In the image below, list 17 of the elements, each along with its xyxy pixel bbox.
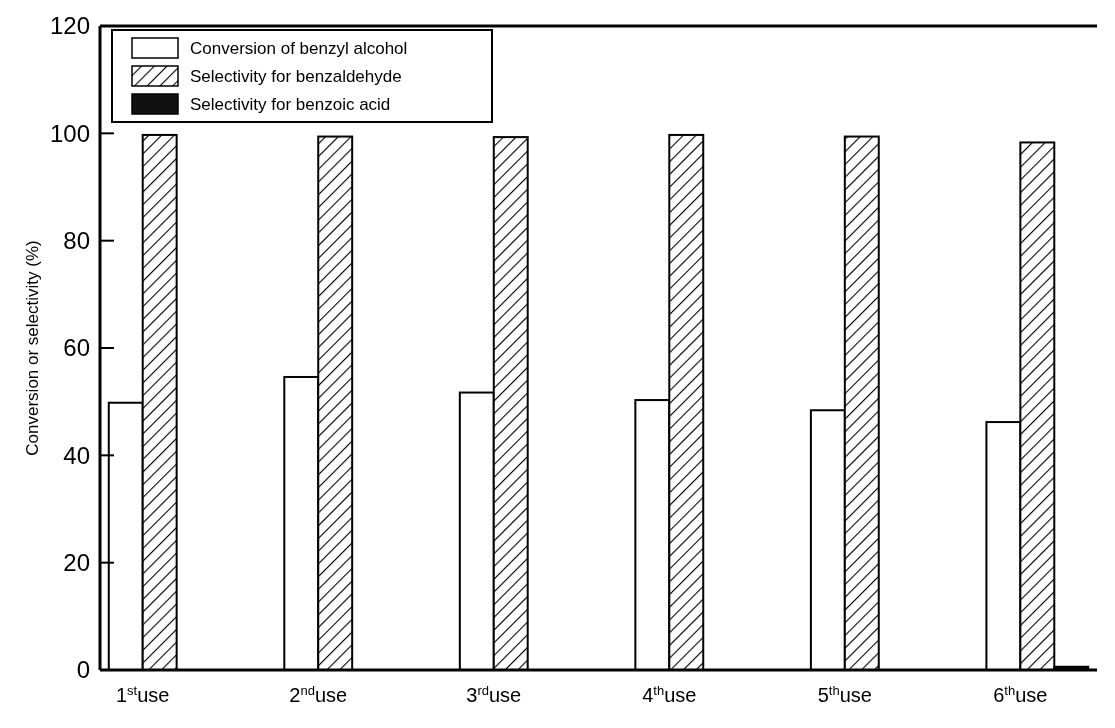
y-tick-label: 20 (63, 549, 90, 577)
legend-label: Selectivity for benzaldehyde (190, 66, 402, 86)
x-tick-label: 4$^{th}$use (642, 682, 697, 706)
x-tick-label: 6$^{th}$use (993, 682, 1048, 706)
y-tick-label: 0 (76, 656, 90, 684)
x-tick-label: 1$^{st}$use (115, 682, 170, 706)
y-tick-label: 60 (63, 334, 90, 362)
y-axis-title: Conversion or selectivity (%) (23, 240, 42, 456)
x-tick-label: 3$^{rd}$use (466, 682, 522, 706)
x-tick-label: 2$^{nd}$use (289, 682, 348, 706)
y-tick-label: 80 (63, 227, 90, 255)
y-tick-label: 100 (49, 119, 90, 147)
y-tick-label: 40 (63, 441, 90, 469)
x-tick-label: 5$^{th}$use (817, 682, 872, 706)
y-tick-label: 120 (49, 12, 90, 40)
legend-label: Selectivity for benzoic acid (190, 94, 391, 114)
legend-label: Conversion of benzyl alcohol (190, 38, 408, 58)
